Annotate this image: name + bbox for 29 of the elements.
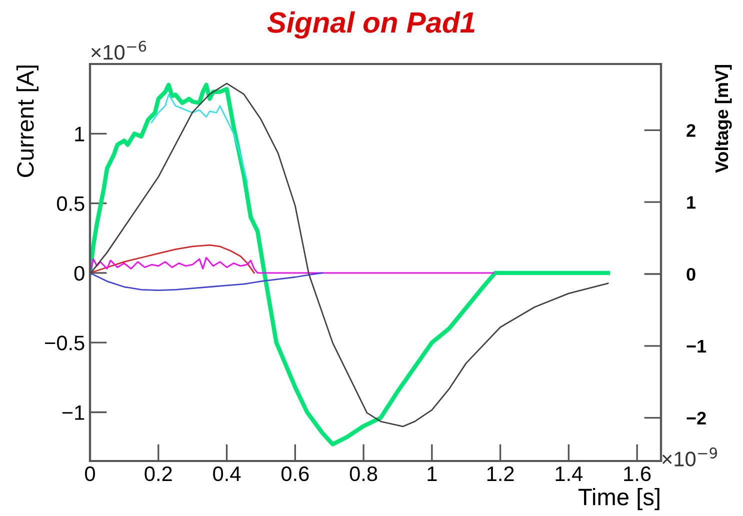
x-axis-title: Time [s]	[578, 488, 660, 510]
y-tick-label: −1	[62, 405, 84, 420]
y2-tick-label: 0	[686, 268, 696, 281]
x-tick-label: 1.4	[556, 466, 583, 481]
line-series	[90, 244, 255, 274]
line-series	[90, 256, 494, 274]
y-axis-title: Current [A]	[16, 66, 38, 177]
y-tick-label: 0	[74, 266, 84, 281]
x-tick-label: 1.2	[487, 466, 514, 481]
y2-axis-title: Voltage [mV]	[714, 65, 732, 173]
y2-tick-label: 2	[686, 124, 696, 137]
x-tick-label: 0.6	[281, 466, 309, 482]
y-tick-label: −0.5	[45, 336, 84, 350]
x-tick-label: 0.8	[350, 466, 378, 482]
line-series	[150, 94, 248, 184]
x-tick-label: 0	[85, 466, 95, 482]
x-tick-label: 0.4	[213, 466, 241, 482]
y-tick-label: 1	[75, 126, 84, 142]
y2-tick-label: −1	[686, 340, 706, 352]
x-tick-label: 1.6	[624, 466, 651, 482]
y2-tick-label: −2	[686, 412, 706, 424]
x-tick-label: 1	[428, 466, 437, 481]
x-tick-label: 0.2	[144, 466, 172, 482]
y-tick-label: 0.5	[56, 196, 84, 212]
line-series	[90, 272, 324, 292]
chart-title: Signal on Pad1	[267, 11, 474, 39]
text: ×10$^{−9}$	[662, 447, 718, 466]
y2-tick-label: 1	[687, 196, 696, 209]
text: ×10$^{−6}$	[91, 40, 146, 60]
